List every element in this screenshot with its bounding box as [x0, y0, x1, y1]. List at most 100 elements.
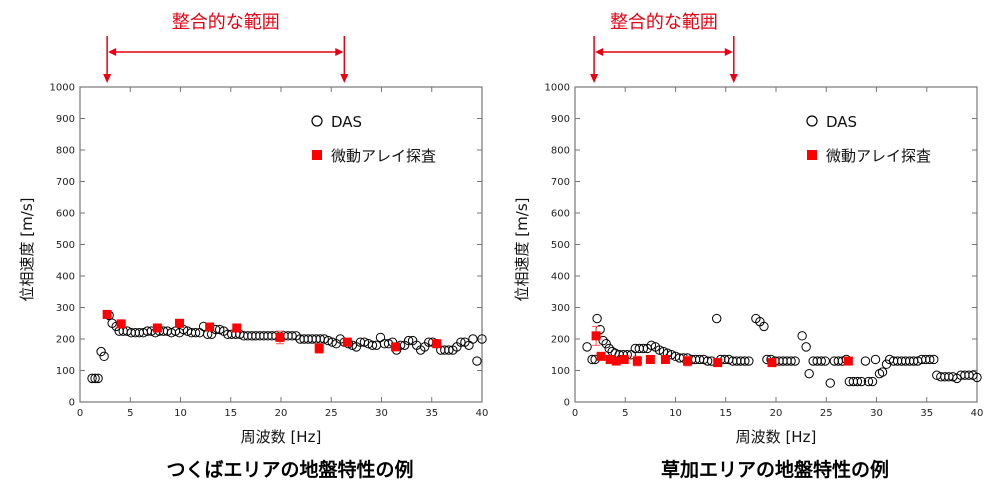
das-point — [816, 356, 826, 366]
array-point — [645, 354, 655, 364]
array-point — [632, 356, 642, 366]
annotation-arrow-head — [103, 74, 112, 83]
das-point — [90, 373, 100, 384]
legend-array-marker — [312, 150, 322, 160]
das-point — [468, 334, 478, 344]
x-tick-label: 15 — [719, 408, 732, 419]
das-point — [477, 334, 487, 344]
x-tick-label: 30 — [870, 408, 883, 419]
y-tick-label: 700 — [551, 177, 570, 188]
x-tick-label: 40 — [971, 408, 984, 419]
das-point — [592, 313, 602, 324]
x-tick-label: 10 — [174, 408, 187, 419]
annotation-arrow-head — [340, 74, 349, 83]
y-tick-label: 0 — [69, 398, 75, 409]
y-tick-label: 700 — [56, 177, 75, 188]
das-point — [604, 343, 614, 354]
das-point — [925, 354, 935, 365]
x-tick-label: 30 — [375, 408, 388, 419]
das-point — [972, 372, 982, 383]
das-point — [638, 343, 649, 354]
y-tick-label: 800 — [551, 146, 570, 157]
chart-soka: 0 5 10 15 20 25 30 35 40010020030040050060070080… — [513, 12, 983, 481]
das-point — [367, 340, 378, 350]
array-point — [767, 358, 777, 368]
das-point — [403, 335, 414, 346]
annotation-range-head — [595, 48, 604, 56]
array-point — [205, 322, 215, 332]
das-point — [870, 354, 881, 365]
das-point — [93, 373, 103, 384]
das-point — [856, 376, 867, 387]
annotation-range-head — [108, 48, 117, 56]
das-point — [587, 354, 597, 365]
y-tick-label: 600 — [56, 209, 75, 220]
x-tick-label: 5 — [622, 408, 628, 419]
x-axis-label: 周波数 [Hz] — [736, 428, 817, 446]
annotation-arrow-head — [729, 74, 738, 83]
das-point — [666, 350, 677, 360]
y-tick-label: 900 — [551, 114, 570, 125]
array-point — [116, 319, 126, 329]
das-point — [860, 356, 871, 366]
plot-frame — [79, 86, 483, 403]
x-tick-label: 40 — [476, 408, 489, 419]
x-tick-label: 0 — [77, 408, 83, 419]
array-point — [391, 342, 401, 352]
y-axis-label: 位相速度 [m/s] — [18, 198, 36, 302]
y-tick-label: 400 — [551, 272, 570, 283]
das-point — [96, 346, 106, 357]
chart-tsukuba: 0 5 10 15 20 25 30 35 40010020030040050060070080… — [18, 12, 488, 481]
y-tick-label: 1000 — [50, 83, 75, 94]
array-point — [314, 343, 324, 353]
das-point — [759, 321, 769, 332]
chart-caption: 草加エリアの地盤特性の例 — [661, 458, 889, 481]
das-point — [820, 356, 830, 366]
das-point — [472, 356, 482, 366]
das-point — [825, 378, 835, 388]
annotation-range-head — [724, 48, 733, 56]
das-point — [702, 356, 713, 366]
y-tick-label: 0 — [564, 398, 570, 409]
array-point — [611, 356, 621, 366]
x-tick-label: 15 — [224, 408, 237, 419]
array-point — [342, 337, 352, 347]
das-point — [786, 356, 796, 366]
das-point — [456, 337, 466, 347]
y-tick-label: 500 — [56, 240, 75, 251]
legend-das-label: DAS — [331, 113, 362, 131]
das-point — [582, 342, 592, 352]
das-point — [797, 331, 807, 341]
x-tick-label: 25 — [325, 408, 338, 419]
das-point — [852, 376, 863, 387]
y-tick-label: 100 — [56, 366, 75, 377]
das-point — [712, 313, 722, 324]
das-point — [867, 376, 878, 387]
y-tick-label: 200 — [551, 335, 570, 346]
das-point — [598, 335, 608, 346]
array-point — [591, 331, 601, 341]
das-point — [214, 324, 225, 335]
array-point — [683, 356, 693, 366]
annotation-arrow-head — [590, 74, 599, 83]
y-tick-label: 300 — [56, 303, 75, 314]
legend-das-marker — [806, 115, 818, 127]
das-point — [359, 337, 370, 347]
das-point — [327, 337, 337, 347]
legend-das-label: DAS — [826, 113, 857, 131]
das-point — [601, 339, 611, 349]
das-point — [444, 345, 454, 355]
das-point — [929, 354, 939, 365]
x-tick-label: 35 — [425, 408, 438, 419]
y-axis-label: 位相速度 [m/s] — [513, 198, 531, 302]
das-point — [804, 368, 814, 379]
array-point — [596, 351, 606, 361]
x-tick-label: 25 — [820, 408, 833, 419]
das-point — [646, 340, 657, 350]
array-point — [843, 356, 853, 366]
das-point — [323, 335, 333, 346]
chart-caption: つくばエリアの地盤特性の例 — [166, 458, 413, 481]
x-tick-label: 10 — [669, 408, 682, 419]
das-point — [790, 356, 800, 366]
y-tick-label: 200 — [56, 335, 75, 346]
